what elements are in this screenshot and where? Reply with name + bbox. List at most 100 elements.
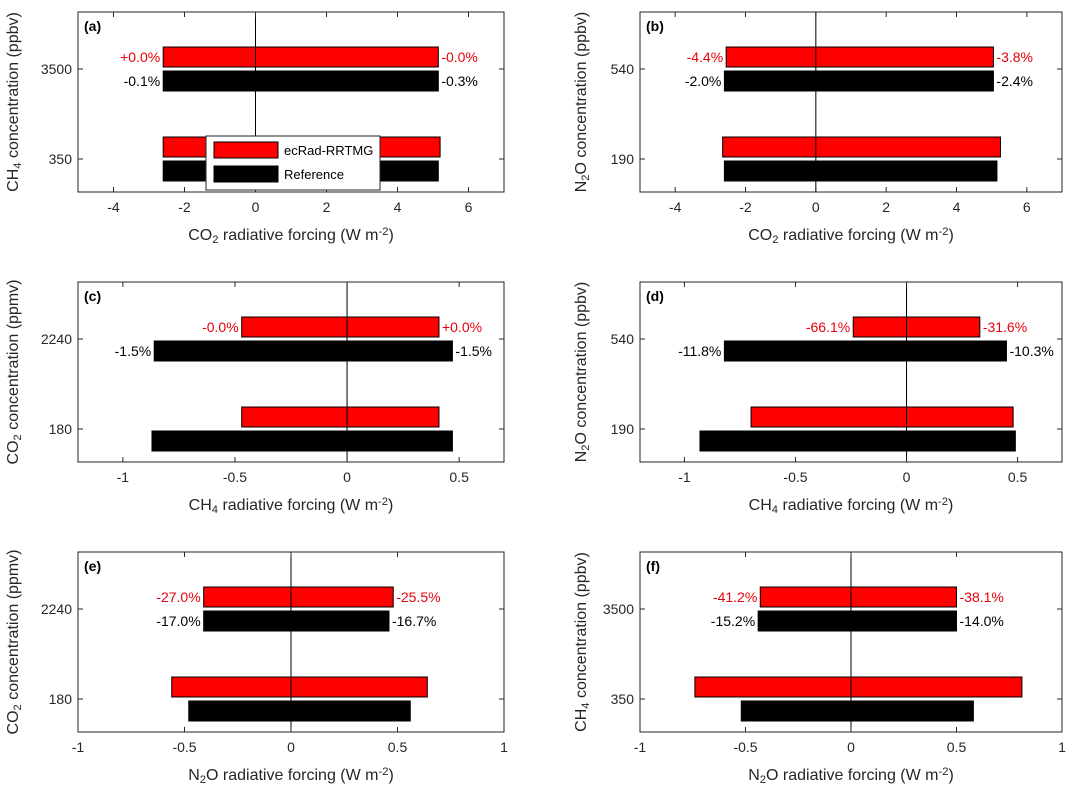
reference-bar-350 <box>740 700 974 722</box>
x-tick-label: 0.5 <box>947 739 967 755</box>
y-tick-label: 2240 <box>41 601 72 617</box>
x-tick-label: -0.5 <box>733 739 757 755</box>
y-tick-label: 540 <box>611 331 635 347</box>
axes-box <box>639 11 1063 193</box>
x-tick-label: 2 <box>882 199 890 215</box>
panel-b: -4.4% -3.8% -2.0% -2.4% -4 -2 0 2 4 6 540 190 (b) CO2… <box>573 11 1063 246</box>
y-axis-label: CH4 concentration (ppbv) <box>5 12 24 192</box>
model-bar-190 <box>750 406 1014 428</box>
x-tick-label: 0 <box>287 739 295 755</box>
y-tick-label: 190 <box>611 421 635 437</box>
panel-label: (f) <box>646 558 660 574</box>
y-axis-label: N2O concentration (ppbv) <box>573 282 592 463</box>
panel-label: (d) <box>646 288 664 304</box>
model-pct-left-3500: +0.0% <box>120 49 160 65</box>
x-tick-label: -1 <box>678 469 691 485</box>
legend-swatch-reference <box>213 165 279 183</box>
x-tick-label: 0.5 <box>1008 469 1028 485</box>
x-tick-label: 4 <box>394 199 402 215</box>
model-pct-left-2240: -27.0% <box>156 589 200 605</box>
reference-pct-right-3500: -0.3% <box>441 73 478 89</box>
model-bar-540 <box>725 46 994 68</box>
x-tick-label: -0.5 <box>172 739 196 755</box>
y-tick-label: 180 <box>49 691 73 707</box>
x-axis-label: CH4 radiative forcing (W m-2) <box>749 496 954 516</box>
x-axis-label: CO2 radiative forcing (W m-2) <box>188 226 394 246</box>
panel-label: (b) <box>646 18 664 34</box>
model-pct-right-2240: +0.0% <box>442 319 482 335</box>
x-axis-label: N2O radiative forcing (W m-2) <box>748 766 954 786</box>
legend-label-reference: Reference <box>284 167 344 182</box>
x-tick-label: 0 <box>343 469 351 485</box>
x-tick-label: -2 <box>739 199 752 215</box>
x-tick-label: 6 <box>465 199 473 215</box>
y-tick-label: 180 <box>49 421 73 437</box>
x-tick-label: -2 <box>178 199 191 215</box>
model-pct-right-3500: -0.0% <box>441 49 478 65</box>
reference-pct-right-3500: -14.0% <box>960 613 1004 629</box>
panel-label: (e) <box>84 558 101 574</box>
reference-pct-left-2240: -17.0% <box>156 613 200 629</box>
y-tick-label: 540 <box>611 61 635 77</box>
reference-pct-right-2240: -1.5% <box>455 343 492 359</box>
x-tick-label: 0 <box>903 469 911 485</box>
model-pct-right-3500: -38.1% <box>960 589 1004 605</box>
reference-bar-540 <box>723 70 994 92</box>
model-pct-left-3500: -41.2% <box>713 589 757 605</box>
reference-pct-right-540: -2.4% <box>996 73 1033 89</box>
panel-a: +0.0% -0.0% -0.1% -0.3% -4 -2 0 2 4 6 3500 350 (a) CO… <box>5 11 505 246</box>
model-pct-right-2240: -25.5% <box>396 589 440 605</box>
x-tick-label: -1 <box>117 469 130 485</box>
axes-box <box>639 281 1063 463</box>
reference-pct-right-540: -10.3% <box>1009 343 1053 359</box>
legend-swatch-model <box>213 141 279 159</box>
reference-pct-left-3500: -0.1% <box>124 73 161 89</box>
y-tick-label: 350 <box>49 151 73 167</box>
axes-box <box>77 281 505 463</box>
reference-bar-3500 <box>757 610 957 632</box>
legend-label-model: ecRad-RRTMG <box>284 143 373 158</box>
x-tick-label: -4 <box>107 199 120 215</box>
reference-pct-left-2240: -1.5% <box>115 343 152 359</box>
reference-bar-2240 <box>203 610 390 632</box>
panel-f: -41.2% -38.1% -15.2% -14.0% -1 -0.5 0 0.5 1 3500 3… <box>573 551 1066 786</box>
model-pct-right-540: -31.6% <box>983 319 1027 335</box>
panel-label: (c) <box>84 288 101 304</box>
model-bar-2240 <box>241 316 440 338</box>
model-pct-right-540: -3.8% <box>996 49 1033 65</box>
x-tick-label: 4 <box>953 199 961 215</box>
y-axis-label: CO2 concentration (ppmv) <box>5 280 24 465</box>
y-axis-label: CO2 concentration (ppmv) <box>5 550 24 735</box>
model-bar-350 <box>694 676 1023 698</box>
panel-e: -27.0% -25.5% -17.0% -16.7% -1 -0.5 0 0.5 1 2240 1… <box>5 550 508 787</box>
x-tick-label: 0 <box>812 199 820 215</box>
x-tick-label: -4 <box>669 199 682 215</box>
model-bar-180 <box>241 406 440 428</box>
y-axis-label: CH4 concentration (ppbv) <box>573 552 592 732</box>
reference-bar-180 <box>188 700 411 722</box>
reference-bar-190 <box>723 160 998 182</box>
model-bar-3500 <box>162 46 439 68</box>
model-pct-left-2240: -0.0% <box>202 319 239 335</box>
reference-bar-3500 <box>162 70 439 92</box>
x-tick-label: 0.5 <box>449 469 469 485</box>
x-tick-label: -1 <box>634 739 647 755</box>
reference-pct-right-2240: -16.7% <box>392 613 436 629</box>
legend: ecRad-RRTMG Reference <box>205 135 381 191</box>
reference-bar-540 <box>723 340 1007 362</box>
model-bar-190 <box>722 136 1001 158</box>
x-tick-label: 0 <box>847 739 855 755</box>
x-axis-label: CH4 radiative forcing (W m-2) <box>189 496 394 516</box>
x-tick-label: 1 <box>1058 739 1066 755</box>
x-tick-label: 0.5 <box>388 739 408 755</box>
x-tick-label: 0 <box>252 199 260 215</box>
axes-box <box>77 11 505 193</box>
model-pct-left-540: -4.4% <box>687 49 724 65</box>
y-tick-label: 3500 <box>603 601 634 617</box>
x-axis-label: N2O radiative forcing (W m-2) <box>188 766 394 786</box>
reference-bar-190 <box>699 430 1016 452</box>
model-pct-left-540: -66.1% <box>806 319 850 335</box>
x-tick-label: -0.5 <box>783 469 807 485</box>
x-axis-label: CO2 radiative forcing (W m-2) <box>748 226 954 246</box>
